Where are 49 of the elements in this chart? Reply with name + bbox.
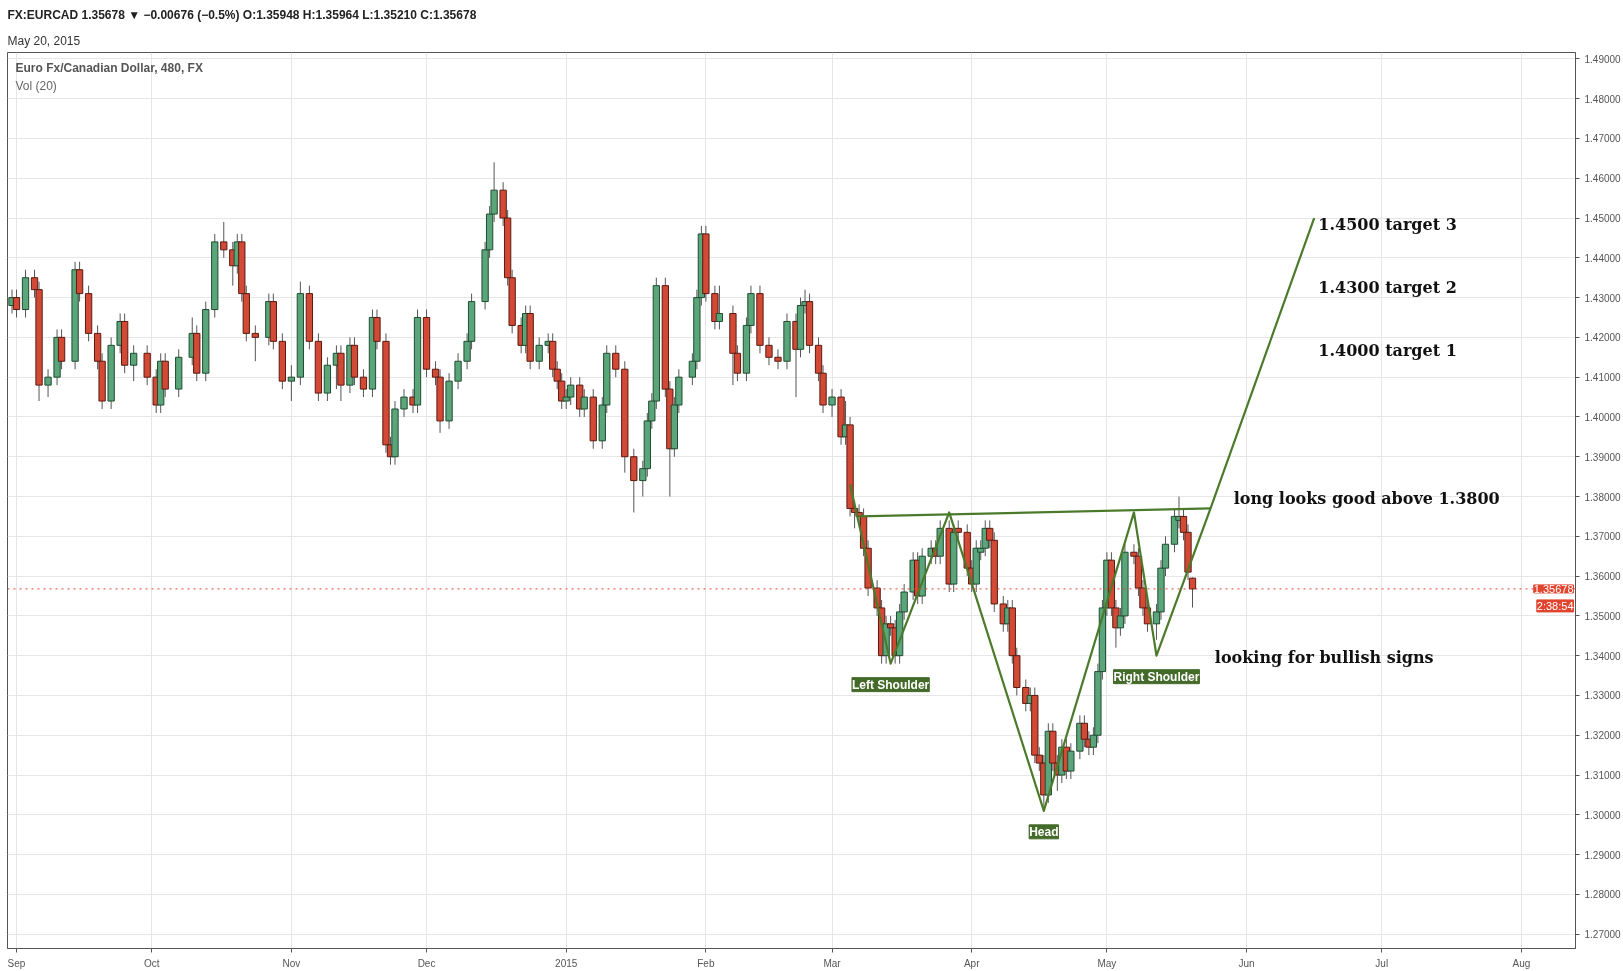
annotation: 2:38:54: [1536, 599, 1574, 612]
y-tick-label: 1.32000: [1584, 730, 1622, 742]
x-tick-label: Jul: [1375, 957, 1389, 969]
text: May 20, 2015: [7, 33, 81, 48]
y-tick-label: 1.40000: [1584, 411, 1622, 423]
annotation: Head: [1029, 824, 1059, 839]
annotation: Vol (20): [15, 78, 57, 93]
x-tick-label: Oct: [143, 957, 160, 969]
annotation: long looks good above 1.3800: [1233, 489, 1500, 509]
y-tick-label: 1.48000: [1584, 93, 1622, 105]
x-tick-label: 2015: [555, 957, 578, 969]
y-tick-label: 1.47000: [1584, 133, 1622, 145]
annotation: 1.4000 target 1: [1318, 341, 1457, 361]
x-tick-label: Jun: [1238, 957, 1255, 969]
annotation: 1.4500 target 3: [1318, 215, 1457, 235]
y-tick-label: 1.36000: [1584, 571, 1622, 583]
y-tick-label: 1.49000: [1584, 53, 1622, 65]
y-tick-label: 1.41000: [1584, 372, 1622, 384]
y-tick-label: 1.29000: [1584, 849, 1622, 861]
annotation: 1.4300 target 2: [1318, 277, 1457, 297]
annotation: Right Shoulder: [1113, 669, 1200, 684]
x-tick-label: Apr: [963, 957, 981, 969]
y-tick-label: 1.28000: [1584, 889, 1622, 901]
chart-title: FX:EURCAD 1.35678 ▼ −0.00676 (−0.5%) O:1.35948 H:1.35964 L:1.35210 C:1.35678: [7, 7, 477, 22]
x-tick-label: Dec: [417, 957, 436, 969]
x-tick-label: Mar: [823, 957, 842, 969]
y-tick-label: 1.34000: [1584, 650, 1622, 662]
x-tick-label: Feb: [697, 957, 715, 969]
y-tick-label: 1.46000: [1584, 173, 1622, 185]
annotation: Left Shoulder: [851, 677, 930, 692]
x-tick-label: Nov: [282, 957, 301, 969]
y-tick-label: 1.31000: [1584, 770, 1622, 782]
y-tick-label: 1.27000: [1584, 929, 1622, 941]
text: Euro Fx/Canadian Dollar, 480, FX: [15, 60, 203, 75]
y-tick-label: 1.35000: [1584, 610, 1622, 622]
y-tick-label: 1.30000: [1584, 809, 1622, 821]
x-tick-label: Sep: [7, 957, 26, 969]
ref-line-label: 1.35678: [1533, 582, 1574, 595]
y-tick-label: 1.42000: [1584, 332, 1622, 344]
x-tick-label: Aug: [1512, 957, 1531, 969]
y-tick-label: 1.43000: [1584, 292, 1622, 304]
y-tick-label: 1.33000: [1584, 690, 1622, 702]
annotation: looking for bullish signs: [1214, 647, 1434, 667]
y-tick-label: 1.39000: [1584, 451, 1622, 463]
y-tick-label: 1.45000: [1584, 213, 1622, 225]
y-tick-label: 1.44000: [1584, 252, 1622, 264]
y-tick-label: 1.37000: [1584, 531, 1622, 543]
x-tick-label: May: [1097, 957, 1117, 969]
y-tick-label: 1.38000: [1584, 491, 1622, 503]
